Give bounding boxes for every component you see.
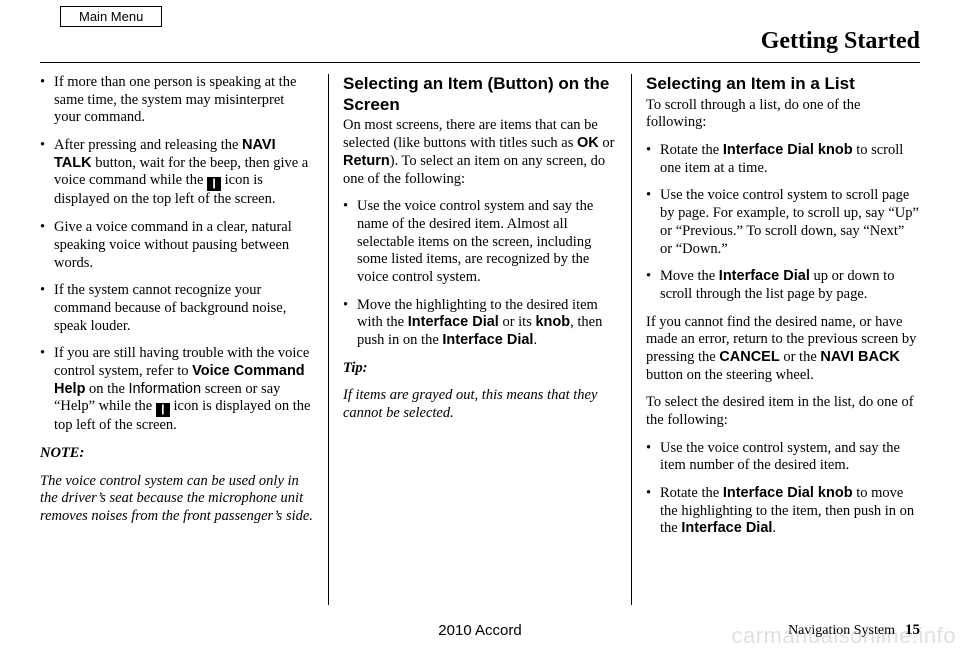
manual-page: Main Menu Getting Started If more than o… xyxy=(0,0,960,655)
list-item: Use the voice control system to scroll p… xyxy=(646,187,920,258)
tip-text: If items are grayed out, this means that… xyxy=(343,387,617,422)
note-label: NOTE: xyxy=(40,445,314,463)
ok-label: OK xyxy=(577,135,599,151)
cancel-label: CANCEL xyxy=(719,349,779,365)
voice-tips-list: If more than one person is speaking at t… xyxy=(40,74,314,435)
watermark: carmanualsonline.info xyxy=(731,623,956,649)
voice-icon: ❙ xyxy=(156,403,170,417)
interface-dial-label: Interface Dial xyxy=(719,268,810,284)
cancel-paragraph: If you cannot find the desired name, or … xyxy=(646,314,920,385)
list-item: After pressing and releasing the NAVI TA… xyxy=(40,137,314,209)
interface-dial-label: Interface Dial xyxy=(442,332,533,348)
scroll-list: Rotate the Interface Dial knob to scroll… xyxy=(646,142,920,304)
content-columns: If more than one person is speaking at t… xyxy=(40,74,920,605)
interface-dial-knob-label: Interface Dial knob xyxy=(723,142,853,158)
column-3: Selecting an Item in a List To scroll th… xyxy=(631,74,920,605)
list-item: Rotate the Interface Dial knob to move t… xyxy=(646,485,920,538)
interface-dial-knob-label: Interface Dial knob xyxy=(723,485,853,501)
section-heading: Selecting an Item in a List xyxy=(646,74,920,95)
note-text: The voice control system can be used onl… xyxy=(40,473,314,526)
information-screen-label: Information xyxy=(129,381,202,397)
select-intro: To select the desired item in the list, … xyxy=(646,394,920,429)
list-item: Use the voice control system and say the… xyxy=(343,198,617,286)
column-1: If more than one person is speaking at t… xyxy=(40,74,328,605)
column-2: Selecting an Item (Button) on the Screen… xyxy=(328,74,631,605)
list-item: Move the Interface Dial up or down to sc… xyxy=(646,268,920,303)
main-menu-button[interactable]: Main Menu xyxy=(60,6,162,27)
section-intro: To scroll through a list, do one of the … xyxy=(646,97,920,132)
section-heading: Selecting an Item (Button) on the Screen xyxy=(343,74,617,115)
interface-dial-label: Interface Dial xyxy=(408,314,499,330)
return-label: Return xyxy=(343,153,390,169)
list-item: If you are still having trouble with the… xyxy=(40,345,314,435)
interface-dial-label: Interface Dial xyxy=(681,520,772,536)
select-item-list: Use the voice control system and say the… xyxy=(343,198,617,350)
section-intro: On most screens, there are items that ca… xyxy=(343,117,617,188)
voice-icon: ❙ xyxy=(207,177,221,191)
list-item: If more than one person is speaking at t… xyxy=(40,74,314,127)
list-item: Use the voice control system, and say th… xyxy=(646,440,920,475)
select-list: Use the voice control system, and say th… xyxy=(646,440,920,538)
list-item: Give a voice command in a clear, natural… xyxy=(40,219,314,272)
list-item: Move the highlighting to the desired ite… xyxy=(343,297,617,350)
knob-label: knob xyxy=(535,314,570,330)
page-title: Getting Started xyxy=(761,28,920,55)
list-item: If the system cannot recognize your comm… xyxy=(40,282,314,335)
header-rule xyxy=(40,62,920,63)
list-item: Rotate the Interface Dial knob to scroll… xyxy=(646,142,920,177)
tip-label: Tip: xyxy=(343,360,617,378)
navi-back-label: NAVI BACK xyxy=(820,349,899,365)
